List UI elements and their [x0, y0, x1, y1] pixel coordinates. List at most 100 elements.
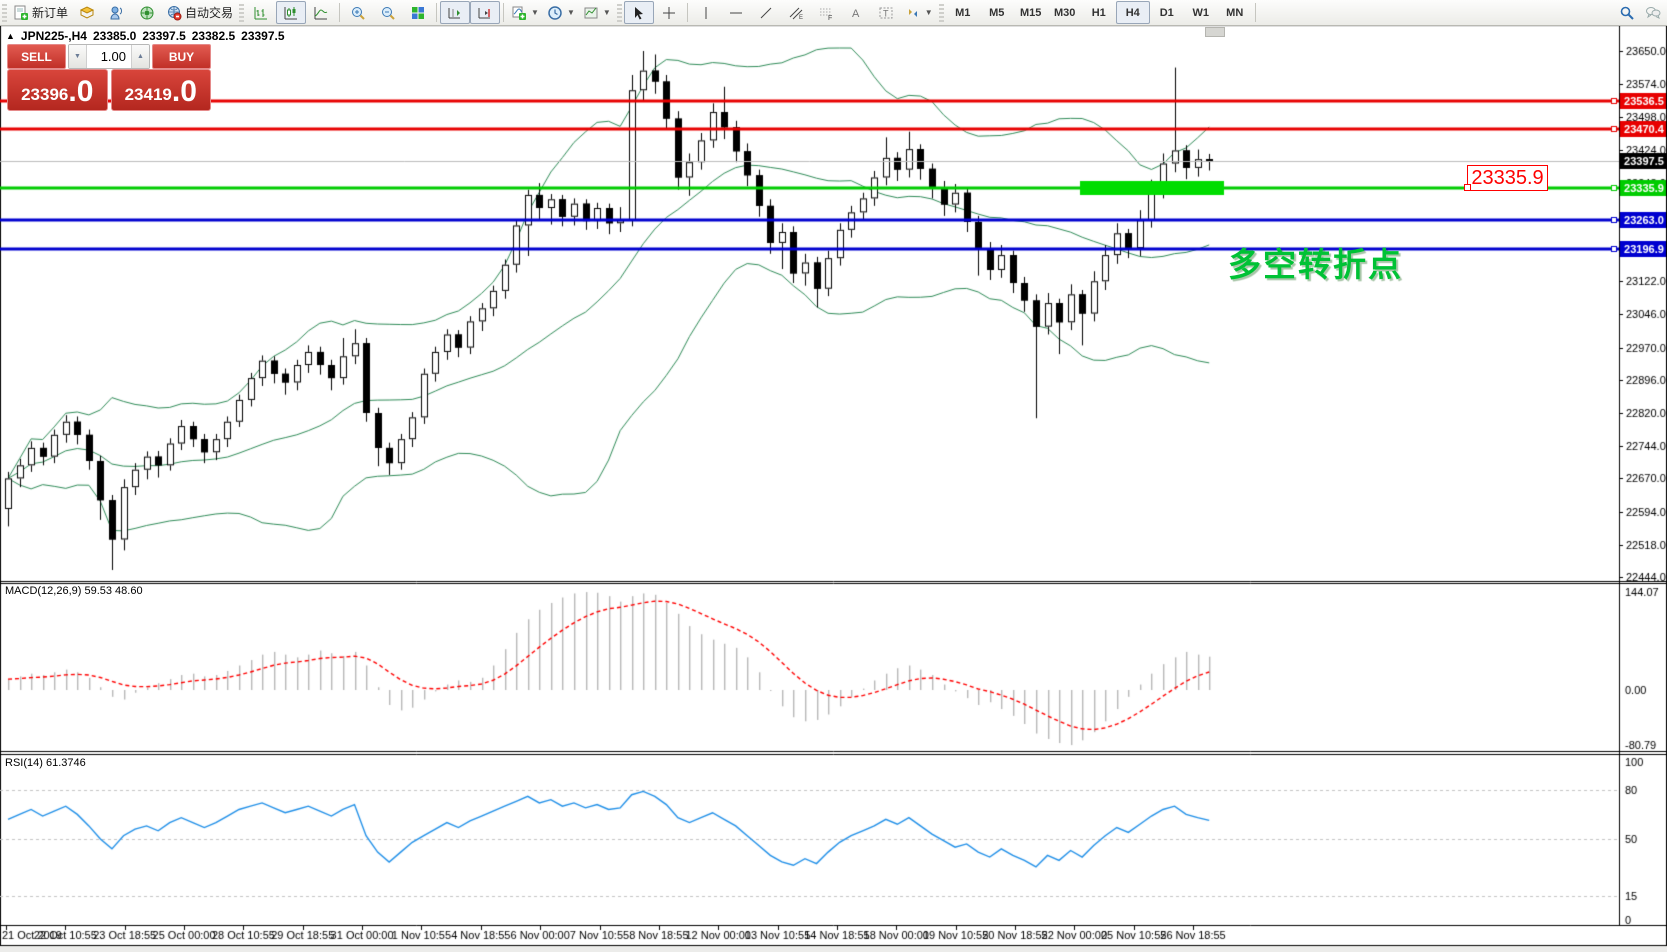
buy-button[interactable]: BUY	[152, 44, 211, 69]
tile-windows-button[interactable]	[403, 1, 433, 24]
timeframe-d1-button[interactable]: D1	[1150, 1, 1184, 24]
new-order-label: 新订单	[32, 6, 69, 20]
timeframe-label: M5	[989, 6, 1005, 19]
arrows-tool-button[interactable]: ▼	[901, 1, 937, 24]
trendline-tool-button[interactable]	[751, 1, 781, 24]
chart-title: ▲ JPN225-,H4 23385.0 23397.5 23382.5 233…	[6, 29, 285, 43]
chat-icon[interactable]	[1645, 5, 1661, 21]
timeframe-m30-button[interactable]: M30	[1048, 1, 1082, 24]
chart-shift-icon	[477, 5, 493, 21]
auto-trading-icon	[166, 5, 182, 21]
volume-decrease-button[interactable]: ▼	[69, 45, 87, 68]
toolbar-separator	[686, 3, 688, 22]
text-tool-button[interactable]: A	[841, 1, 871, 24]
timeframe-w1-button[interactable]: W1	[1184, 1, 1218, 24]
timeframe-label: M15	[1020, 6, 1042, 19]
arrows-icon	[905, 5, 921, 21]
volume-increase-button[interactable]: ▲	[131, 45, 149, 68]
new-order-button[interactable]: 新订单	[9, 1, 72, 24]
volume-stepper[interactable]: ▼ 1.00 ▲	[68, 44, 150, 69]
indicators-button[interactable]: ▼	[507, 1, 543, 24]
signals-icon	[109, 5, 125, 21]
signals-button[interactable]	[102, 1, 132, 24]
collapse-triangle-icon[interactable]: ▲	[6, 31, 15, 41]
zoom-out-button[interactable]	[373, 1, 403, 24]
timeframe-m15-button[interactable]: M15	[1014, 1, 1048, 24]
templates-icon	[583, 5, 599, 21]
buy-price-frac: .0	[171, 75, 197, 108]
bar-chart-icon	[253, 5, 269, 21]
auto-trading-label: 自动交易	[185, 6, 234, 20]
text-label-icon: T	[878, 5, 894, 21]
toolbar-separator	[503, 3, 505, 22]
svg-text:T: T	[883, 8, 889, 18]
auto-trading-button[interactable]: 自动交易	[162, 1, 237, 24]
chart-shift-button[interactable]	[470, 1, 501, 24]
pivot-annotation-text[interactable]: 多空转折点	[1228, 246, 1403, 283]
auto-scroll-icon	[447, 5, 463, 21]
main-toolbar: 新订单 自动交易	[0, 0, 1667, 26]
crosshair-tool-button[interactable]	[654, 1, 684, 24]
timeframe-label: M1	[955, 6, 971, 19]
periods-button[interactable]: ▼	[543, 1, 579, 24]
templates-button[interactable]: ▼	[579, 1, 615, 24]
chart-low-value: 23382.5	[191, 29, 236, 43]
equidistant-channel-tool-button[interactable]: E	[781, 1, 811, 24]
chart-scroll-thumb[interactable]	[1205, 27, 1225, 37]
timeframe-m5-button[interactable]: M5	[980, 1, 1014, 24]
fibonacci-tool-button[interactable]: F	[811, 1, 841, 24]
market-button[interactable]	[72, 1, 102, 24]
price-callout-box[interactable]: 23335.9	[1464, 165, 1548, 191]
candlestick-chart-button[interactable]	[276, 1, 307, 24]
vertical-line-tool-button[interactable]	[691, 1, 721, 24]
horizontal-line-tool-button[interactable]	[721, 1, 751, 24]
auto-scroll-button[interactable]	[440, 1, 471, 24]
line-chart-icon	[313, 5, 329, 21]
toolbar-grip	[938, 3, 944, 22]
one-click-trading-panel: SELL ▼ 1.00 ▲ BUY 23396 .0 23419 .0	[7, 44, 211, 111]
trendline-icon	[758, 5, 774, 21]
toolbar-separator	[1254, 3, 1256, 22]
news-icon	[139, 5, 155, 21]
arrows-dropdown-arrow[interactable]: ▼	[924, 8, 933, 17]
buy-price-display[interactable]: 23419 .0	[110, 69, 211, 111]
timeframe-label: MN	[1226, 6, 1244, 19]
equidistant-channel-icon: E	[788, 5, 804, 21]
sell-button[interactable]: SELL	[7, 44, 66, 69]
timeframe-mn-button[interactable]: MN	[1218, 1, 1252, 24]
line-chart-button[interactable]	[306, 1, 336, 24]
text-icon: A	[848, 5, 864, 21]
crosshair-icon	[661, 5, 677, 21]
news-button[interactable]	[132, 1, 162, 24]
svg-text:A: A	[852, 8, 860, 20]
fibonacci-icon: F	[818, 5, 834, 22]
toolbar-separator	[339, 3, 341, 22]
callout-anchor-handle[interactable]	[1464, 184, 1471, 191]
periods-clock-icon	[547, 5, 563, 21]
indicators-dropdown-arrow[interactable]: ▼	[531, 8, 539, 17]
sell-price-frac: .0	[68, 75, 94, 108]
periods-dropdown-arrow[interactable]: ▼	[566, 8, 575, 17]
volume-value[interactable]: 1.00	[100, 49, 126, 64]
timeframe-h4-button[interactable]: H4	[1115, 1, 1150, 24]
horizontal-line-icon	[728, 5, 744, 21]
search-icon[interactable]	[1619, 5, 1635, 21]
new-order-icon	[13, 5, 29, 21]
chart-high-value: 23397.5	[142, 29, 186, 43]
zoom-out-icon	[380, 5, 396, 21]
bar-chart-button[interactable]	[246, 1, 276, 24]
text-label-tool-button[interactable]: T	[871, 1, 901, 24]
zoom-in-button[interactable]	[343, 1, 373, 24]
cursor-tool-button[interactable]	[623, 1, 654, 24]
toolbar-grip	[239, 3, 245, 22]
sell-price-display[interactable]: 23396 .0	[7, 69, 108, 111]
timeframe-h1-button[interactable]: H1	[1082, 1, 1116, 24]
tile-windows-icon	[410, 5, 426, 21]
templates-dropdown-arrow[interactable]: ▼	[602, 8, 611, 17]
market-icon	[79, 5, 95, 21]
timeframe-m1-button[interactable]: M1	[946, 1, 980, 24]
zoom-in-icon	[350, 5, 366, 21]
price-callout-value: 23335.9	[1471, 167, 1544, 189]
